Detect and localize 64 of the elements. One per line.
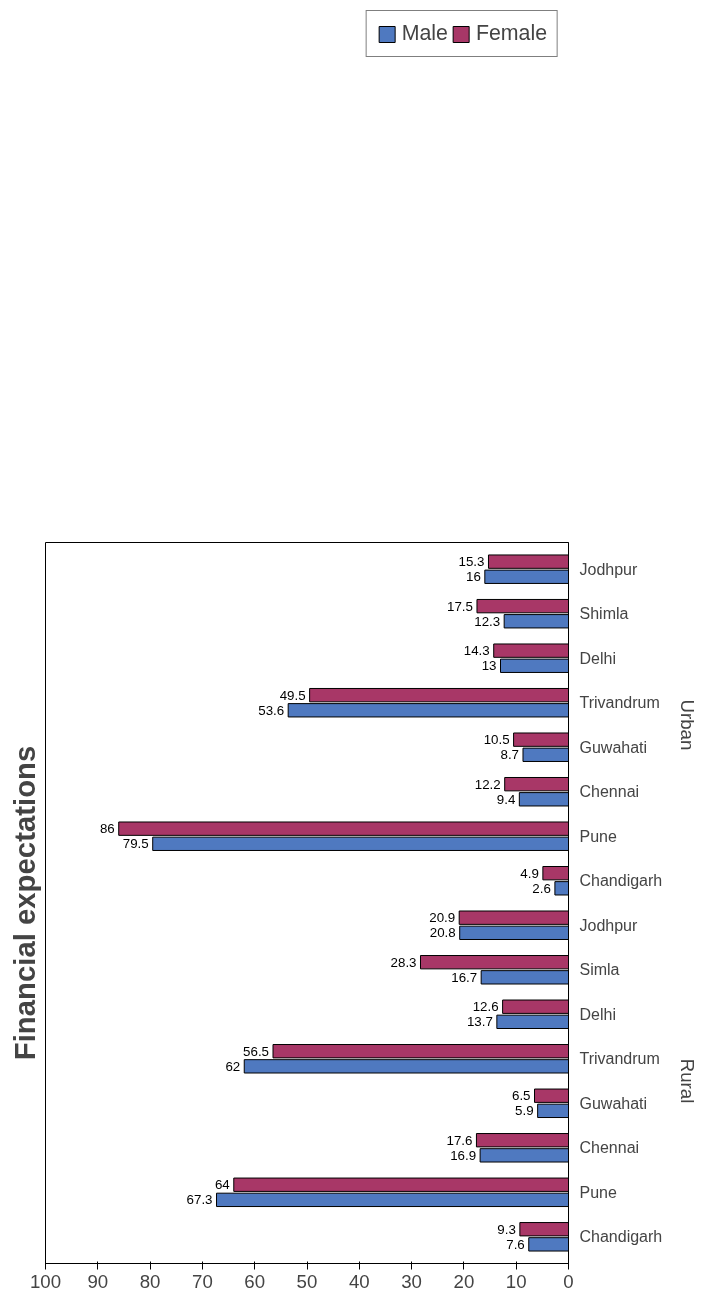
y-tick-label: Simla <box>579 961 620 979</box>
data-label: 10.5 <box>483 732 510 748</box>
x-tick-label: 0 <box>563 1270 574 1292</box>
y-tick-label: Delhi <box>579 1005 616 1023</box>
data-label: 79.5 <box>122 836 149 852</box>
y-tick-label: Guwahati <box>579 738 648 756</box>
data-label: 16.9 <box>450 1147 477 1163</box>
data-label: 9.4 <box>496 791 516 807</box>
text: Urban <box>676 699 698 751</box>
legend-label: Male <box>401 21 448 46</box>
x-tick-label: 90 <box>87 1270 109 1292</box>
y-tick-label: Trivandrum <box>579 1050 660 1068</box>
data-label: 49.5 <box>279 687 306 703</box>
y-tick-label: Pune <box>579 1183 617 1201</box>
y-tick-label: Guwahati <box>579 1094 648 1112</box>
data-label: 86 <box>99 821 115 837</box>
data-label: 56.5 <box>243 1043 270 1059</box>
data-label: 12.2 <box>474 776 501 792</box>
data-label: 67.3 <box>186 1192 213 1208</box>
y-tick-label: Shimla <box>579 605 629 623</box>
data-label: 13 <box>481 658 497 674</box>
text: Rural <box>676 1058 698 1104</box>
data-label: 9.3 <box>497 1221 516 1237</box>
x-tick-label: 50 <box>296 1270 318 1292</box>
data-label: 16.7 <box>451 969 478 985</box>
data-label: 20.9 <box>429 910 456 926</box>
data-label: 12.6 <box>472 999 499 1015</box>
data-label: 4.9 <box>520 865 539 881</box>
y-tick-label: Chandigarh <box>579 872 663 890</box>
y-tick-label: Pune <box>579 827 617 845</box>
x-tick-label: 80 <box>139 1270 161 1292</box>
data-label: 16 <box>466 569 481 585</box>
data-label: 62 <box>225 1058 241 1074</box>
data-label: 13.7 <box>466 1014 493 1030</box>
x-tick-label: 20 <box>453 1270 475 1292</box>
x-tick-label: 60 <box>244 1270 266 1292</box>
data-label: 8.7 <box>500 747 519 763</box>
x-tick-label: 70 <box>192 1270 213 1292</box>
text: Financial expectations <box>7 745 41 1061</box>
y-tick-label: Delhi <box>579 649 616 667</box>
x-tick-label: 100 <box>29 1270 62 1292</box>
data-label: 7.6 <box>506 1236 525 1252</box>
data-label: 6.5 <box>511 1088 531 1104</box>
x-tick-label: 10 <box>505 1270 527 1292</box>
y-tick-label: Chandigarh <box>579 1228 663 1246</box>
data-label: 5.9 <box>515 1103 534 1119</box>
data-label: 28.3 <box>390 954 417 970</box>
y-tick-label: Jodhpur <box>579 560 638 578</box>
data-label: 20.8 <box>429 925 456 941</box>
y-tick-label: Trivandrum <box>579 694 660 712</box>
legend-label: Female <box>475 21 547 46</box>
data-label: 2.6 <box>532 880 551 896</box>
data-label: 15.3 <box>458 554 485 570</box>
y-tick-label: Chennai <box>579 1139 640 1157</box>
data-label: 53.6 <box>258 702 285 718</box>
x-tick-label: 30 <box>401 1270 422 1292</box>
data-label: 12.3 <box>474 613 501 629</box>
x-tick-label: 40 <box>348 1270 370 1292</box>
y-tick-label: Jodhpur <box>579 916 638 934</box>
y-tick-label: Chennai <box>579 783 640 801</box>
data-label: 14.3 <box>463 643 490 659</box>
data-label: 17.6 <box>446 1132 473 1148</box>
data-label: 17.5 <box>447 598 473 614</box>
data-label: 64 <box>214 1177 231 1193</box>
